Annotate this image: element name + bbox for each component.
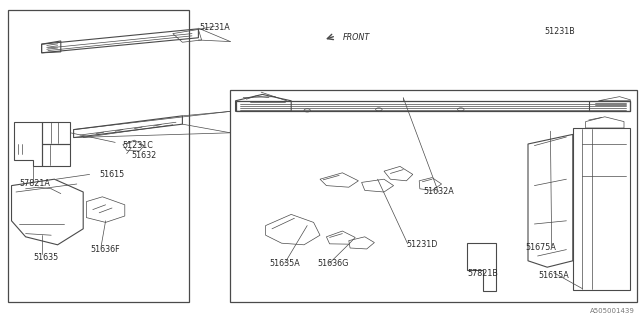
Text: 51636G: 51636G <box>317 260 349 268</box>
Text: 51615A: 51615A <box>538 271 569 280</box>
Text: 51632A: 51632A <box>423 188 454 196</box>
Text: 51231D: 51231D <box>406 240 438 249</box>
Text: 51635A: 51635A <box>269 260 300 268</box>
Text: 51632: 51632 <box>131 151 157 160</box>
Text: 57821A: 57821A <box>20 180 51 188</box>
Text: 51231B: 51231B <box>545 28 575 36</box>
Text: 51231A: 51231A <box>199 23 230 32</box>
Text: 51635: 51635 <box>33 253 59 262</box>
Text: 51636F: 51636F <box>91 245 120 254</box>
Text: A505001439: A505001439 <box>590 308 635 314</box>
Text: 51615: 51615 <box>99 170 125 179</box>
Text: 57821B: 57821B <box>468 269 499 278</box>
Text: FRONT: FRONT <box>342 33 370 42</box>
Text: 51675A: 51675A <box>525 244 556 252</box>
Text: 51231C: 51231C <box>122 141 153 150</box>
